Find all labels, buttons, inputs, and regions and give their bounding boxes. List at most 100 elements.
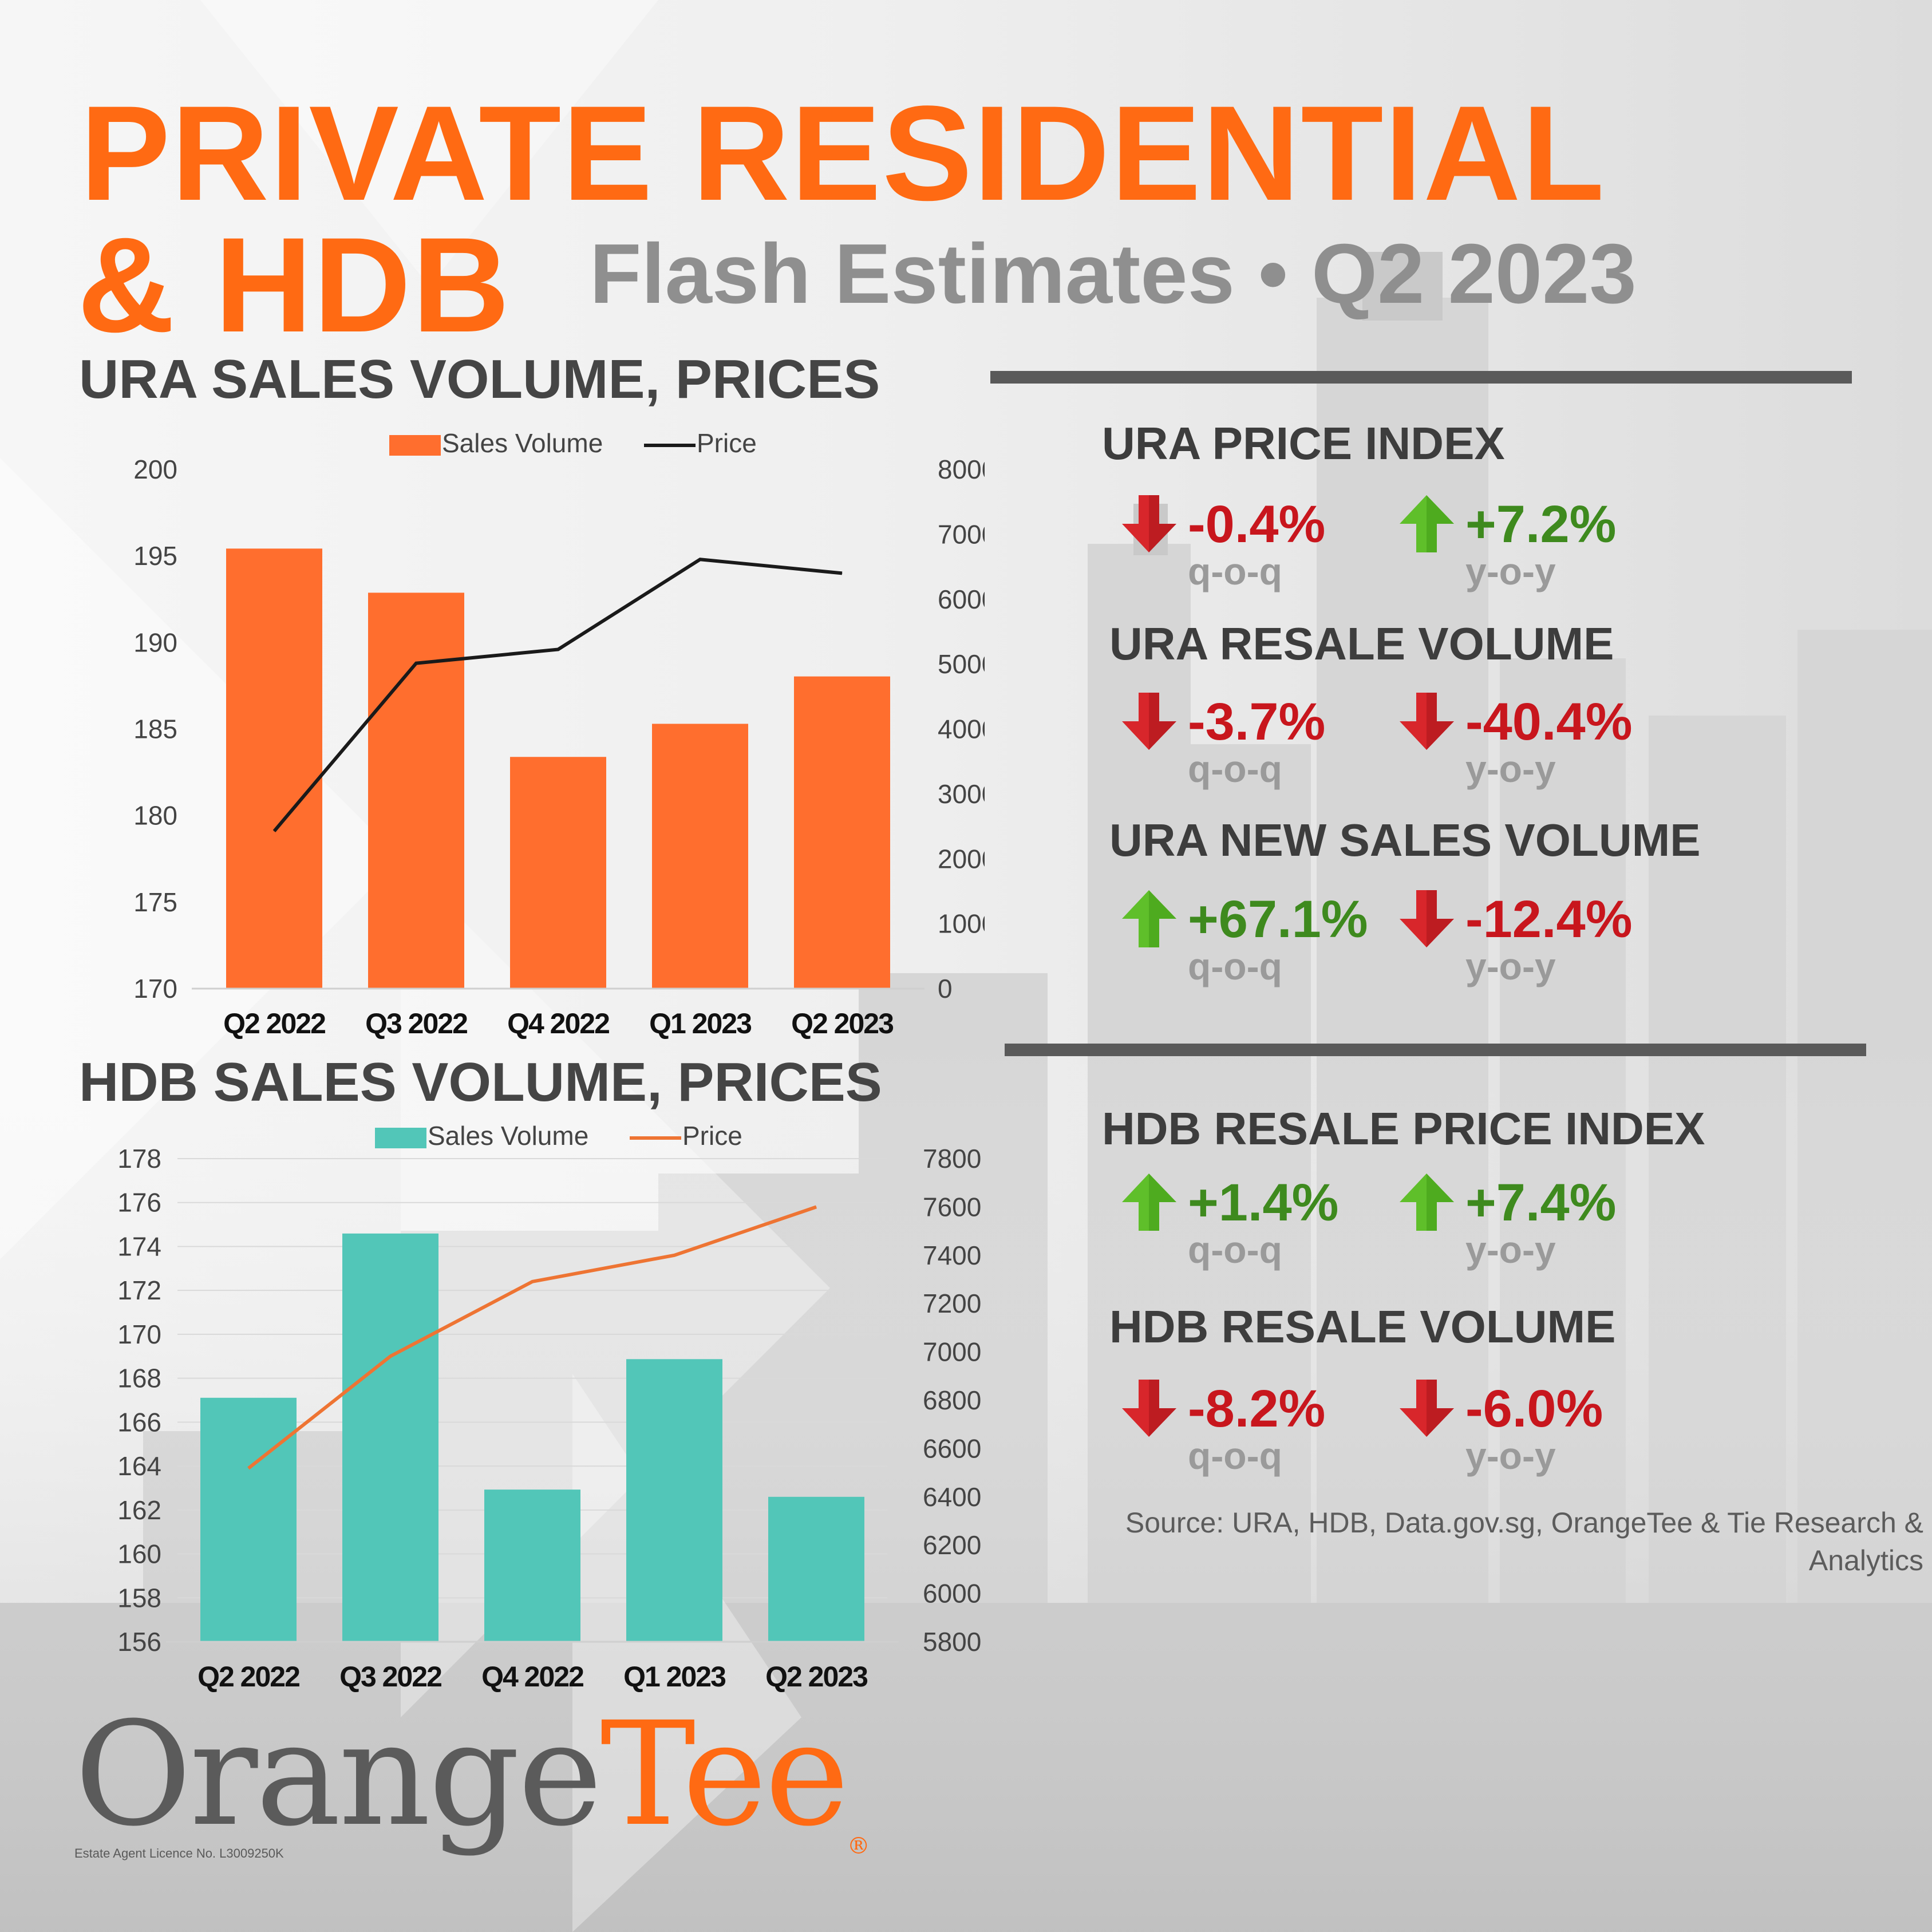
- down-arrow-icon: [1400, 890, 1454, 950]
- category-label: Q1 2023: [649, 1008, 751, 1040]
- price-point: [700, 559, 701, 560]
- title-line-1: PRIVATE RESIDENTIAL: [80, 78, 1606, 229]
- legend-swatch-sales-volume: [375, 1128, 426, 1148]
- ura-price-index-title: URA PRICE INDEX: [1102, 418, 1505, 469]
- category-label: Q4 2022: [481, 1661, 583, 1693]
- hdb-resale-price-index-qoq-value: +1.4%: [1188, 1174, 1339, 1232]
- divider-top: [990, 371, 1852, 384]
- ura-chart: 200 195 190 185 180 175 170 8000 7000 6000 5000 400…: [133, 428, 985, 1040]
- right-axis-tick-label: 7000: [923, 1337, 981, 1367]
- ura-resale-volume-qoq-label: q-o-q: [1188, 748, 1282, 790]
- subtitle: Flash Estimates • Q2 2023: [590, 227, 1637, 321]
- category-label: Q3 2022: [365, 1008, 467, 1040]
- legend-label-price: Price: [697, 428, 757, 458]
- category-label: Q4 2022: [507, 1008, 609, 1040]
- left-axis-tick-label: 162: [117, 1495, 161, 1525]
- left-axis-tick-label: 176: [117, 1188, 161, 1218]
- right-axis-tick-label: 6000: [923, 1579, 981, 1609]
- legend-swatch-sales-volume: [389, 435, 441, 456]
- down-arrow-icon: [1122, 693, 1176, 753]
- right-axis-tick-label: 5000: [938, 649, 985, 679]
- category-label: Q3 2022: [339, 1661, 441, 1693]
- ura-new-sales-volume-title: URA NEW SALES VOLUME: [1109, 815, 1701, 866]
- right-axis-tick-label: 6200: [923, 1530, 981, 1560]
- ura-new-sales-volume-yoy-label: y-o-y: [1465, 945, 1556, 987]
- logo-tee: Tee: [600, 1691, 850, 1858]
- licence-number: Estate Agent Licence No. L3009250K: [74, 1846, 284, 1860]
- left-axis-tick-label: 156: [117, 1627, 161, 1657]
- logo-registered-mark: ®: [847, 1833, 870, 1859]
- left-axis-tick-label: 178: [117, 1144, 161, 1174]
- down-arrow-icon: [1122, 495, 1176, 555]
- right-axis-tick-label: 6800: [923, 1385, 981, 1415]
- up-arrow-icon: [1122, 1174, 1176, 1234]
- right-axis-tick-label: 6000: [938, 584, 985, 614]
- category-label: Q2 2022: [197, 1661, 299, 1693]
- left-axis-tick-label: 166: [117, 1407, 161, 1437]
- right-axis-tick-label: 6400: [923, 1482, 981, 1512]
- bar-q2-2023: [794, 676, 890, 989]
- ura-resale-volume-yoy-label: y-o-y: [1465, 748, 1556, 790]
- right-axis-tick-label: 5800: [923, 1627, 981, 1657]
- hdb-resale-volume-title: HDB RESALE VOLUME: [1109, 1301, 1616, 1352]
- up-arrow-icon: [1122, 890, 1176, 950]
- hdb-chart: 178 176 174 172 170 168 166 164 162 160 158 156 7800…: [117, 1121, 981, 1693]
- category-label: Q2 2023: [791, 1008, 893, 1040]
- ura-price-index-yoy-label: y-o-y: [1465, 550, 1556, 592]
- bar-q4-2022: [484, 1490, 580, 1642]
- hdb-resale-price-index-yoy-label: y-o-y: [1465, 1228, 1556, 1271]
- bar-q2-2022: [226, 548, 322, 989]
- category-label: Q1 2023: [623, 1661, 725, 1693]
- price-point: [390, 1356, 391, 1357]
- divider-middle: [1005, 1044, 1866, 1056]
- bar-q1-2023: [652, 724, 748, 989]
- down-arrow-icon: [1122, 1380, 1176, 1440]
- right-axis-tick-label: 4000: [938, 714, 985, 744]
- hdb-resale-price-index-title: HDB RESALE PRICE INDEX: [1102, 1103, 1705, 1154]
- bar-q3-2022: [342, 1233, 438, 1642]
- ura-resale-volume-title: URA RESALE VOLUME: [1109, 618, 1614, 669]
- right-axis-tick-label: 8000: [938, 455, 985, 484]
- bar-q4-2022: [510, 757, 606, 989]
- bar-q1-2023: [626, 1359, 722, 1642]
- logo-orange: Orange: [74, 1691, 603, 1858]
- left-axis-tick-label: 185: [133, 714, 177, 744]
- right-axis-tick-label: 7000: [938, 519, 985, 549]
- bar-q3-2022: [368, 592, 464, 989]
- left-axis-tick-label: 172: [117, 1275, 161, 1305]
- right-axis-tick-label: 2000: [938, 844, 985, 874]
- price-point: [558, 649, 559, 650]
- down-arrow-icon: [1400, 693, 1454, 753]
- orangetee-logo: OrangeTee®: [74, 1703, 870, 1859]
- ura-new-sales-volume-yoy-value: -12.4%: [1465, 890, 1633, 949]
- left-axis-tick-label: 170: [133, 974, 177, 1003]
- hdb-resale-volume-yoy-label: y-o-y: [1465, 1435, 1556, 1477]
- source-note: Source: URA, HDB, Data.gov.sg, OrangeTee…: [1125, 1507, 1923, 1577]
- left-axis-tick-label: 190: [133, 627, 177, 657]
- right-axis-tick-label: 7200: [923, 1289, 981, 1318]
- hdb-resale-price-index-yoy-value: +7.4%: [1465, 1174, 1617, 1232]
- category-label: Q2 2022: [223, 1008, 325, 1040]
- right-axis-tick-label: 7400: [923, 1240, 981, 1270]
- ura-resale-volume-yoy-value: -40.4%: [1465, 693, 1633, 751]
- left-axis-tick-label: 200: [133, 455, 177, 484]
- right-axis-tick-label: 3000: [938, 779, 985, 809]
- ura-resale-volume-qoq-value: -3.7%: [1188, 693, 1326, 751]
- left-axis-tick-label: 164: [117, 1451, 161, 1481]
- ura-section-title: URA SALES VOLUME, PRICES: [79, 349, 880, 410]
- down-arrow-icon: [1400, 1380, 1454, 1440]
- price-point: [532, 1281, 533, 1282]
- ura-new-sales-volume-qoq-label: q-o-q: [1188, 945, 1282, 987]
- left-axis-tick-label: 170: [117, 1319, 161, 1349]
- ura-new-sales-volume-qoq-value: +67.1%: [1188, 890, 1368, 949]
- ura-price-index-qoq-value: -0.4%: [1188, 495, 1326, 554]
- hdb-resale-price-index-qoq-label: q-o-q: [1188, 1228, 1282, 1271]
- left-axis-tick-label: 168: [117, 1364, 161, 1393]
- left-axis-tick-label: 195: [133, 541, 177, 571]
- left-axis-tick-label: 158: [117, 1583, 161, 1613]
- hdb-resale-volume-qoq-label: q-o-q: [1188, 1435, 1282, 1477]
- title-line-2: & HDB: [77, 210, 511, 361]
- up-arrow-icon: [1400, 495, 1454, 555]
- right-axis-tick-label: 0: [938, 974, 953, 1003]
